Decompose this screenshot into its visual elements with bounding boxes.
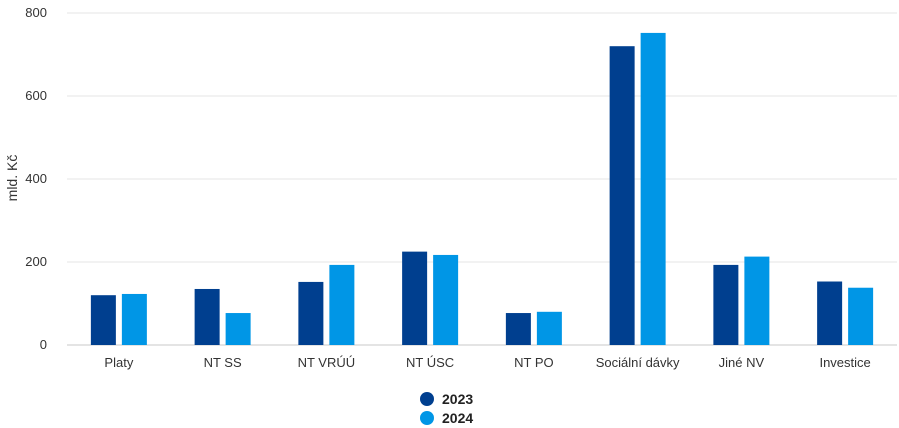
x-tick-label: Jiné NV [719,355,765,370]
grid-lines [67,12,897,346]
bar-2023-5[interactable] [609,46,635,345]
legend-swatch-2024 [420,411,434,425]
x-tick-label: Sociální dávky [596,355,680,370]
bar-2024-5[interactable] [640,32,666,346]
bar-2023-2[interactable] [298,281,324,345]
bars [90,32,874,346]
x-tick-label: Investice [819,355,870,370]
bar-chart: 0 200 400 600 800 mld. Kč Platy NT SS NT VRÚÚ N… [4,5,897,370]
bar-2024-2[interactable] [329,264,355,345]
y-tick-label: 200 [25,254,47,269]
legend-item-2024[interactable]: 2024 [420,409,473,427]
x-tick-label: Platy [104,355,133,370]
x-tick-label: NT ÚSC [406,355,454,370]
bar-2023-6[interactable] [713,264,739,345]
x-axis-ticks: Platy NT SS NT VRÚÚ NT ÚSC NT PO Sociální dáv… [104,355,870,370]
bar-2023-1[interactable] [194,288,220,345]
y-axis-ticks: 0 200 400 600 800 [25,5,47,352]
legend-swatch-2023 [420,392,434,406]
bar-2023-4[interactable] [505,313,531,345]
x-tick-label: NT PO [514,355,554,370]
legend-label-2023: 2023 [442,391,474,407]
bar-2023-0[interactable] [90,295,116,345]
y-tick-label: 0 [40,337,47,352]
legend-item-2023[interactable]: 2023 [420,390,473,408]
bar-2023-3[interactable] [402,251,428,345]
bar-2024-7[interactable] [848,287,874,345]
legend: 2023 2024 [420,390,473,428]
bar-2024-0[interactable] [121,293,147,345]
y-axis-label: mld. Kč [4,155,20,202]
y-tick-label: 600 [25,88,47,103]
bar-2024-6[interactable] [744,256,770,345]
legend-label-2024: 2024 [442,410,474,426]
bar-2024-3[interactable] [433,254,459,345]
y-tick-label: 800 [25,5,47,20]
bar-2024-1[interactable] [225,313,251,345]
bar-2023-7[interactable] [817,281,843,345]
bar-2024-4[interactable] [536,311,562,345]
y-tick-label: 400 [25,171,47,186]
x-tick-label: NT SS [204,355,242,370]
x-tick-label: NT VRÚÚ [298,355,356,370]
